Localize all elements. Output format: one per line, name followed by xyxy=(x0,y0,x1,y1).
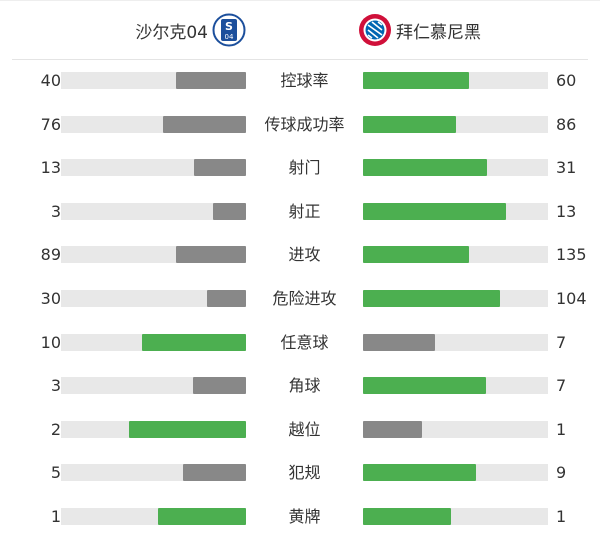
away-bar-fill xyxy=(363,377,487,395)
away-bar-track xyxy=(363,290,548,307)
home-team: 沙尔克04 S 04 xyxy=(135,12,246,48)
stat-row: 3 射正 13 xyxy=(0,199,600,225)
stat-label: 越位 xyxy=(288,419,321,439)
stat-label: 进攻 xyxy=(288,245,321,265)
away-value: 86 xyxy=(556,114,577,134)
home-value: 10 xyxy=(40,332,61,352)
away-bar-fill xyxy=(363,290,500,307)
home-value: 1 xyxy=(50,507,61,526)
stat-row: 1 黄牌 1 xyxy=(0,504,600,530)
home-bar-fill xyxy=(128,420,246,438)
home-value: 13 xyxy=(40,158,61,178)
stat-label: 黄牌 xyxy=(288,507,321,526)
home-bar-track xyxy=(61,420,246,438)
home-value: 2 xyxy=(50,419,61,439)
home-team-name: 沙尔克04 xyxy=(135,22,208,43)
away-bar-fill xyxy=(363,115,457,133)
stat-label: 任意球 xyxy=(280,332,329,352)
home-bar-track xyxy=(61,246,246,264)
stat-row: 89 进攻 135 xyxy=(0,242,600,268)
away-bar-track xyxy=(363,115,548,133)
away-bar-fill xyxy=(363,420,422,438)
stat-row: 13 射门 31 xyxy=(0,155,600,181)
away-bar-fill xyxy=(363,72,469,89)
stat-label: 射正 xyxy=(288,201,321,221)
away-value: 31 xyxy=(556,158,577,178)
home-bar-track xyxy=(61,202,246,220)
home-bar-fill xyxy=(183,464,246,482)
away-bar-track xyxy=(363,464,548,482)
svg-text:S: S xyxy=(225,20,233,33)
stat-row: 30 危险进攻 104 xyxy=(0,286,600,312)
away-value: 7 xyxy=(556,376,567,396)
home-value: 40 xyxy=(40,71,61,90)
away-value: 1 xyxy=(556,507,567,526)
away-bar-track xyxy=(363,377,548,395)
home-bar-track xyxy=(61,115,246,133)
away-value: 13 xyxy=(556,201,577,221)
away-value: 60 xyxy=(556,71,577,90)
stat-label: 危险进攻 xyxy=(272,289,337,308)
stat-row: 3 角球 7 xyxy=(0,373,600,399)
away-bar-track xyxy=(363,420,548,438)
home-bar-fill xyxy=(175,72,246,89)
bayern-crest-icon xyxy=(359,14,391,46)
away-bar-track xyxy=(363,159,548,177)
home-value: 5 xyxy=(50,463,61,483)
away-bar-track xyxy=(363,333,548,351)
home-bar-fill xyxy=(194,159,246,177)
away-bar-track xyxy=(363,72,548,89)
home-value: 76 xyxy=(40,114,61,134)
home-bar-fill xyxy=(176,246,246,264)
away-value: 1 xyxy=(556,419,567,439)
svg-text:04: 04 xyxy=(225,33,234,41)
schalke-crest-icon: S 04 xyxy=(212,13,246,47)
home-bar-track xyxy=(61,72,246,89)
home-bar-fill xyxy=(206,290,246,307)
away-bar-fill xyxy=(363,464,477,482)
home-bar-track xyxy=(61,464,246,482)
stat-row: 5 犯规 9 xyxy=(0,460,600,486)
home-bar-fill xyxy=(213,202,246,220)
home-value: 30 xyxy=(40,289,61,308)
away-value: 9 xyxy=(556,463,567,483)
away-bar-track xyxy=(363,202,548,220)
home-bar-track xyxy=(61,290,246,307)
away-team: 拜仁慕尼黑 xyxy=(358,12,481,48)
home-value: 3 xyxy=(50,376,61,396)
home-bar-track xyxy=(61,333,246,351)
away-bar-fill xyxy=(363,159,487,177)
stat-label: 犯规 xyxy=(288,463,321,483)
away-bar-fill xyxy=(363,508,451,525)
home-value: 3 xyxy=(50,201,61,221)
stat-row: 10 任意球 7 xyxy=(0,330,600,356)
stat-label: 传球成功率 xyxy=(264,114,345,134)
away-value: 135 xyxy=(556,245,587,265)
home-bar-fill xyxy=(158,508,246,525)
away-bar-track xyxy=(363,508,548,525)
stat-label: 角球 xyxy=(288,376,321,396)
home-bar-fill xyxy=(142,333,246,351)
header-divider xyxy=(12,59,588,60)
top-border xyxy=(0,0,600,1)
home-bar-fill xyxy=(163,115,246,133)
home-bar-track xyxy=(61,159,246,177)
away-bar-fill xyxy=(363,246,470,264)
stat-row: 76 传球成功率 86 xyxy=(0,112,600,138)
stat-row: 40 控球率 60 xyxy=(0,68,600,94)
stat-label: 控球率 xyxy=(280,71,329,90)
away-bar-fill xyxy=(363,333,436,351)
home-value: 89 xyxy=(40,245,61,265)
away-bar-fill xyxy=(363,202,506,220)
away-bar-track xyxy=(363,246,548,264)
stat-row: 2 越位 1 xyxy=(0,417,600,443)
away-team-name: 拜仁慕尼黑 xyxy=(396,22,481,43)
home-bar-fill xyxy=(193,377,246,395)
away-value: 7 xyxy=(556,332,567,352)
home-bar-track xyxy=(61,508,246,525)
away-value: 104 xyxy=(556,289,587,308)
home-bar-track xyxy=(61,377,246,395)
stat-label: 射门 xyxy=(288,158,321,178)
